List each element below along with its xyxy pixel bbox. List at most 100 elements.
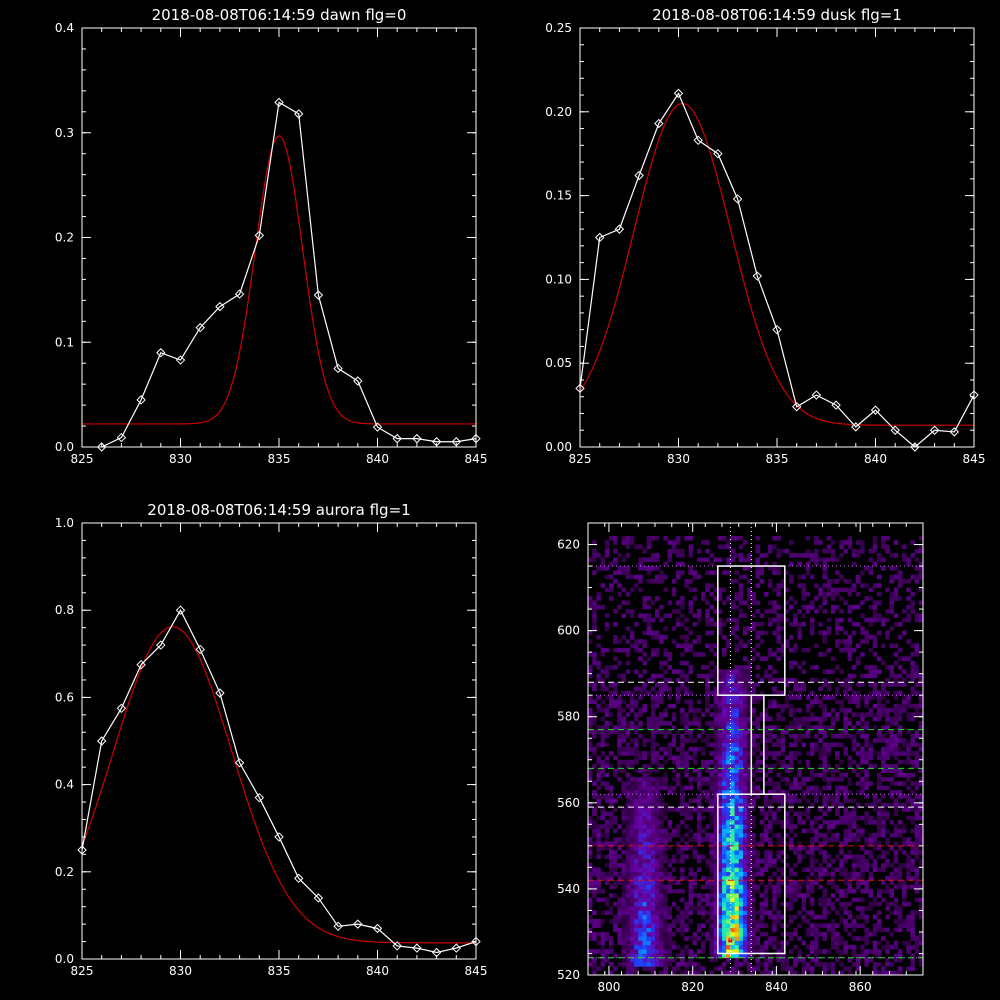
heatmap-cell xyxy=(734,768,740,773)
heatmap-cell xyxy=(696,927,702,933)
heatmap-cell xyxy=(726,690,731,696)
heatmap-cell xyxy=(789,871,794,877)
heatmap-cell xyxy=(772,888,777,894)
heatmap-cell xyxy=(814,957,819,963)
heatmap-cell xyxy=(801,828,807,834)
heatmap-cell xyxy=(730,695,735,700)
heatmap-cell xyxy=(868,548,874,554)
heatmap-cell xyxy=(709,807,714,812)
heatmap-cell xyxy=(688,776,693,782)
heatmap-cell xyxy=(734,789,740,795)
heatmap-cell xyxy=(864,858,869,864)
heatmap-cell xyxy=(705,570,710,575)
heatmap-cell xyxy=(638,820,643,825)
heatmap-cell xyxy=(621,931,626,937)
heatmap-cell xyxy=(642,755,647,761)
heatmap-cell xyxy=(663,677,668,683)
heatmap-cell xyxy=(650,858,656,864)
heatmap-cell xyxy=(851,871,857,877)
heatmap-cell xyxy=(918,561,923,567)
heatmap-cell xyxy=(659,660,664,666)
heatmap-cell xyxy=(843,751,848,756)
heatmap-cell xyxy=(751,751,756,756)
heatmap-cell xyxy=(613,647,618,653)
heatmap-cell xyxy=(763,962,769,967)
heatmap-cell xyxy=(755,759,760,765)
heatmap-cell xyxy=(902,759,907,765)
heatmap-cell xyxy=(650,708,656,713)
heatmap-cell xyxy=(638,807,643,812)
heatmap-cell xyxy=(638,695,643,700)
heatmap-cell xyxy=(650,962,656,967)
heatmap-cell xyxy=(902,738,907,743)
heatmap-cell xyxy=(613,927,618,933)
heatmap-cell xyxy=(893,660,899,666)
heatmap-cell xyxy=(826,626,832,631)
heatmap-cell xyxy=(914,936,920,941)
heatmap-cell xyxy=(776,553,781,558)
heatmap-cell xyxy=(780,957,786,963)
heatmap-cell xyxy=(738,824,744,829)
heatmap-cell xyxy=(889,746,894,752)
heatmap-cell xyxy=(759,867,765,872)
heatmap-cell xyxy=(784,875,790,881)
heatmap-cell xyxy=(608,824,614,829)
heatmap-cell xyxy=(730,940,735,946)
heatmap-cell xyxy=(608,820,614,825)
heatmap-cell xyxy=(847,789,853,795)
heatmap-cell xyxy=(625,535,631,541)
heatmap-cell xyxy=(738,936,744,941)
heatmap-cell xyxy=(789,712,794,718)
heatmap-cell xyxy=(680,746,685,752)
heatmap-cell xyxy=(747,578,752,584)
chart-title: 2018-08-08T06:14:59 dusk flg=1 xyxy=(652,6,902,24)
heatmap-cell xyxy=(881,682,886,687)
heatmap-cell xyxy=(600,716,606,722)
heatmap-cell xyxy=(885,884,890,890)
heatmap-cell xyxy=(768,914,773,920)
heatmap-cell xyxy=(705,548,710,554)
heatmap-cell xyxy=(801,583,807,588)
heatmap-cell xyxy=(738,574,744,580)
heatmap-cell xyxy=(759,910,765,916)
heatmap-cell xyxy=(688,884,693,890)
heatmap-cell xyxy=(621,807,626,812)
heatmap-cell xyxy=(717,587,723,593)
heatmap-cell xyxy=(918,673,923,679)
heatmap-cell xyxy=(805,733,811,739)
heatmap-cell xyxy=(663,867,668,872)
heatmap-cell xyxy=(830,884,836,890)
heatmap-cell xyxy=(876,927,882,933)
heatmap-cell xyxy=(751,613,756,618)
heatmap-cell xyxy=(600,944,606,950)
heatmap-cell xyxy=(659,634,664,640)
heatmap-cell xyxy=(730,686,735,692)
heatmap-cell xyxy=(655,875,660,881)
heatmap-cell xyxy=(897,880,903,885)
heatmap-cell xyxy=(730,617,735,623)
heatmap-cell xyxy=(776,940,781,946)
heatmap-cell xyxy=(655,931,660,937)
heatmap-cell xyxy=(910,936,915,941)
heatmap-cell xyxy=(789,815,794,821)
heatmap-cell xyxy=(835,733,840,739)
heatmap-cell xyxy=(709,914,714,920)
heatmap-cell xyxy=(588,695,593,700)
heatmap-cell xyxy=(843,901,848,907)
heatmap-cell xyxy=(881,733,886,739)
heatmap-cell xyxy=(684,927,689,933)
heatmap-cell xyxy=(738,949,744,954)
heatmap-cell xyxy=(734,699,740,705)
heatmap-cell xyxy=(822,600,827,606)
heatmap-cell xyxy=(642,875,647,881)
heatmap-cell xyxy=(634,854,639,860)
heatmap-cell xyxy=(759,949,765,954)
heatmap-cell xyxy=(868,841,874,847)
heatmap-cell xyxy=(621,733,626,739)
heatmap-cell xyxy=(793,970,798,975)
heatmap-cell xyxy=(755,634,760,640)
heatmap-cell xyxy=(751,690,756,696)
heatmap-cell xyxy=(634,970,639,975)
heatmap-cell xyxy=(814,858,819,864)
heatmap-cell xyxy=(918,613,923,618)
